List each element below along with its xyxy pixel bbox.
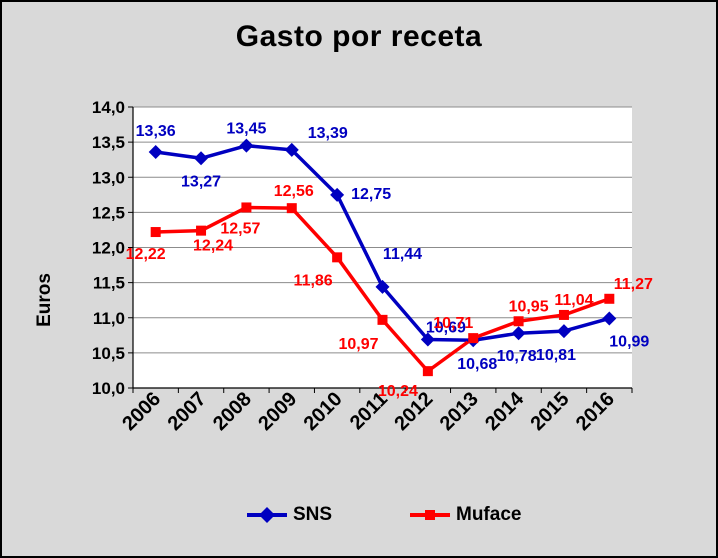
y-tick-label: 10,5 — [92, 344, 125, 363]
chart-title: Gasto por receta — [235, 20, 483, 53]
data-point-muface — [377, 314, 388, 325]
data-point-sns — [602, 311, 617, 326]
y-tick-label: 12,0 — [92, 239, 125, 258]
data-label-muface: 12,57 — [220, 220, 260, 237]
y-tick-label: 12,5 — [92, 203, 125, 222]
data-label-muface: 11,04 — [554, 292, 593, 309]
data-point-sns — [148, 144, 163, 159]
data-point-sns — [330, 187, 345, 202]
data-point-muface — [286, 203, 297, 214]
x-tick-label: 2009 — [254, 388, 301, 435]
data-label-sns: 10,78 — [497, 348, 537, 365]
x-tick-label: 2016 — [572, 388, 619, 435]
data-point-sns — [511, 326, 526, 341]
data-point-muface — [422, 366, 433, 377]
legend-label-muface: Muface — [456, 504, 522, 525]
data-label-sns: 13,39 — [308, 125, 348, 142]
data-label-muface: 12,22 — [126, 246, 166, 263]
data-label-sns: 12,75 — [351, 186, 391, 203]
data-label-sns: 11,44 — [383, 246, 422, 263]
data-point-muface — [150, 227, 161, 238]
data-point-muface — [468, 333, 479, 344]
y-tick-label: 14,0 — [92, 98, 125, 117]
data-point-sns — [284, 142, 299, 157]
data-label-muface: 10,95 — [509, 298, 549, 315]
legend-square-marker-icon — [410, 510, 450, 520]
data-label-sns: 13,36 — [136, 123, 176, 140]
data-label-muface: 11,27 — [614, 276, 653, 293]
data-point-muface — [604, 293, 615, 304]
data-point-muface — [513, 316, 524, 327]
x-tick-label: 2008 — [209, 388, 256, 435]
data-label-muface: 11,86 — [294, 272, 333, 289]
y-tick-label: 13,0 — [92, 168, 125, 187]
data-label-sns: 10,68 — [457, 356, 497, 373]
data-point-muface — [558, 309, 569, 320]
legend-item-sns: SNS — [245, 503, 332, 527]
data-point-sns — [420, 332, 435, 347]
data-label-sns: 10,81 — [536, 347, 576, 364]
data-label-muface: 12,56 — [274, 183, 314, 200]
data-label-sns: 13,45 — [226, 121, 266, 138]
x-tick-label: 2010 — [300, 388, 347, 435]
y-tick-label: 11,5 — [93, 274, 125, 293]
x-tick-label: 2013 — [436, 388, 483, 435]
data-point-muface — [241, 202, 252, 213]
data-point-sns — [375, 279, 390, 294]
data-label-muface: 12,24 — [193, 238, 233, 255]
data-point-muface — [332, 252, 343, 263]
x-tick-label: 2007 — [164, 388, 211, 435]
data-point-sns — [194, 151, 209, 166]
legend-item-muface: Muface — [408, 503, 521, 527]
x-tick-label: 2014 — [481, 387, 529, 435]
data-label-muface: 10,97 — [338, 336, 378, 353]
data-label-sns: 13,27 — [181, 173, 221, 190]
data-label-sns: 10,69 — [426, 320, 466, 337]
data-label-muface: 10,24 — [378, 383, 418, 400]
y-tick-label: 13,5 — [92, 133, 125, 152]
data-point-sns — [556, 324, 571, 339]
data-point-muface — [196, 225, 207, 236]
legend-diamond-marker-icon — [247, 507, 287, 523]
x-tick-label: 2006 — [118, 388, 165, 435]
x-tick-label: 2015 — [526, 388, 573, 435]
data-label-sns: 10,99 — [609, 333, 649, 350]
y-tick-label: 10,0 — [92, 379, 125, 398]
data-point-sns — [239, 138, 254, 153]
y-tick-label: 11,0 — [93, 309, 125, 328]
legend: SNS Muface — [0, 503, 718, 527]
legend-label-sns: SNS — [293, 504, 333, 525]
data-label-muface: 10,71 — [433, 315, 473, 332]
